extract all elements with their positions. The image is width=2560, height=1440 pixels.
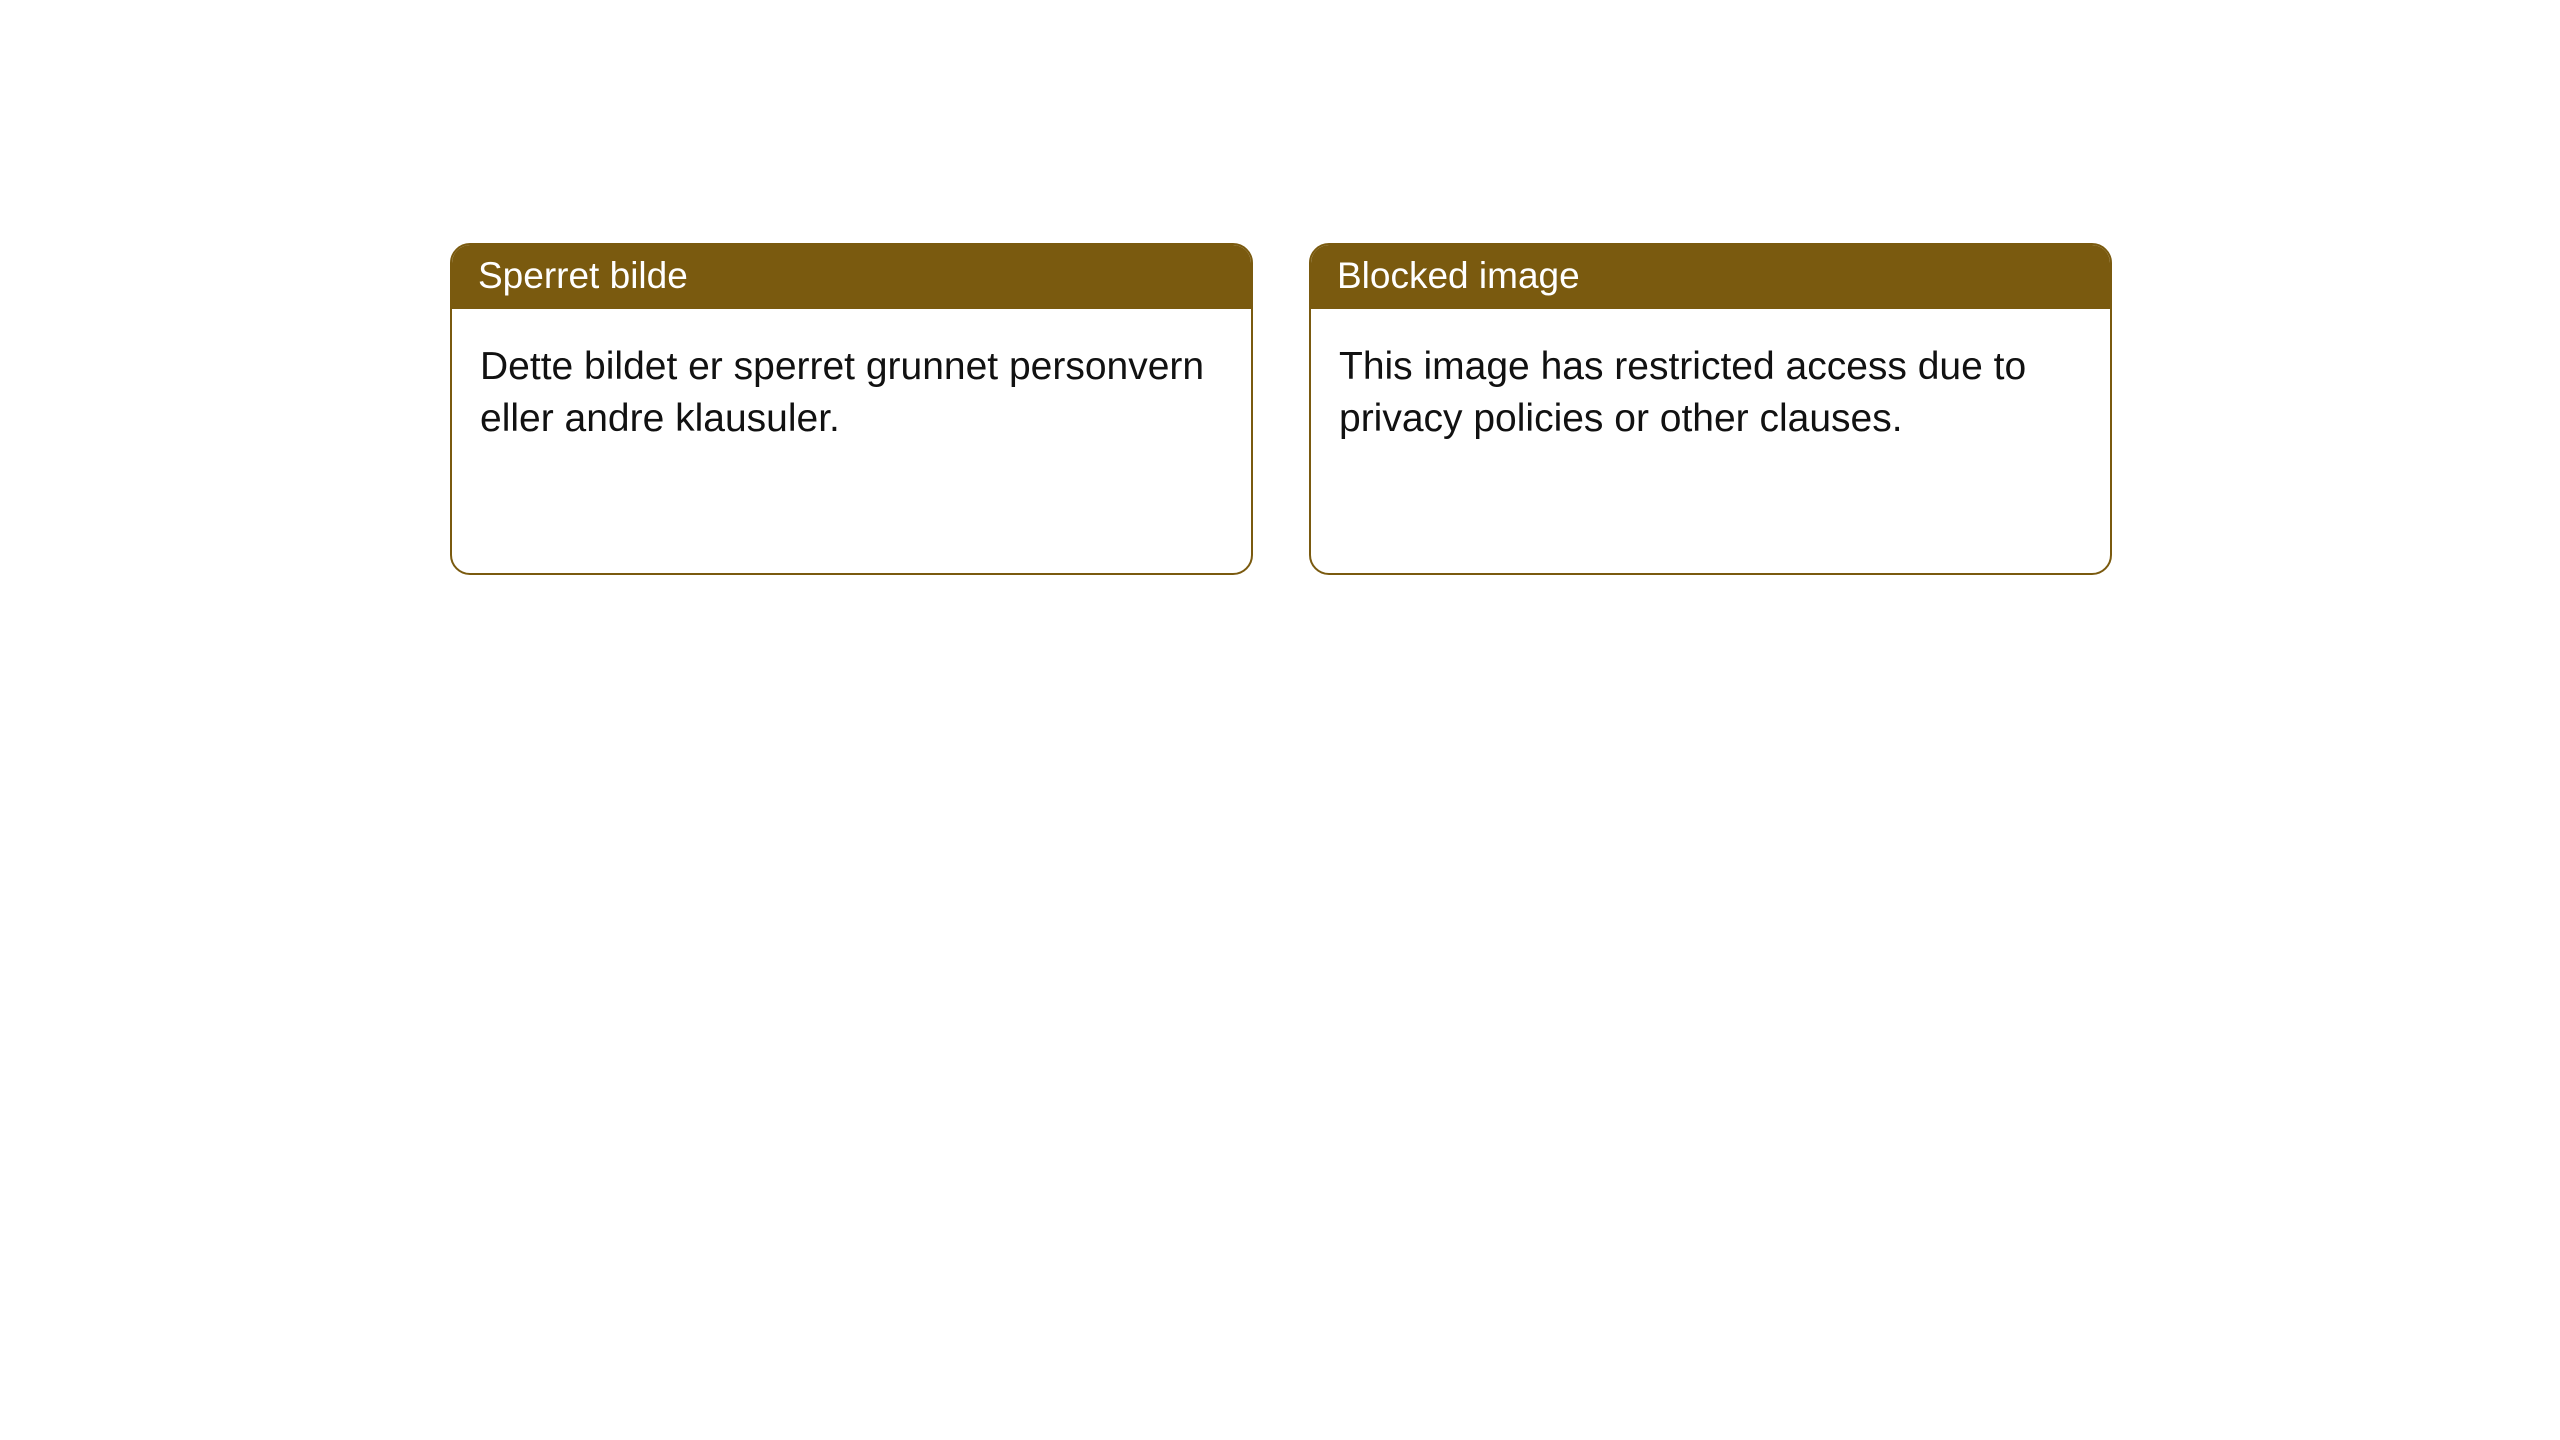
card-header: Blocked image (1311, 245, 2110, 309)
blocked-image-card-en: Blocked image This image has restricted … (1309, 243, 2112, 575)
blocked-image-card-no: Sperret bilde Dette bildet er sperret gr… (450, 243, 1253, 575)
card-header: Sperret bilde (452, 245, 1251, 309)
card-title: Blocked image (1337, 255, 1580, 296)
card-body: This image has restricted access due to … (1311, 309, 2110, 477)
card-message: Dette bildet er sperret grunnet personve… (480, 345, 1204, 440)
card-title: Sperret bilde (478, 255, 688, 296)
card-body: Dette bildet er sperret grunnet personve… (452, 309, 1251, 477)
notice-cards-row: Sperret bilde Dette bildet er sperret gr… (0, 0, 2560, 575)
card-message: This image has restricted access due to … (1339, 345, 2026, 440)
